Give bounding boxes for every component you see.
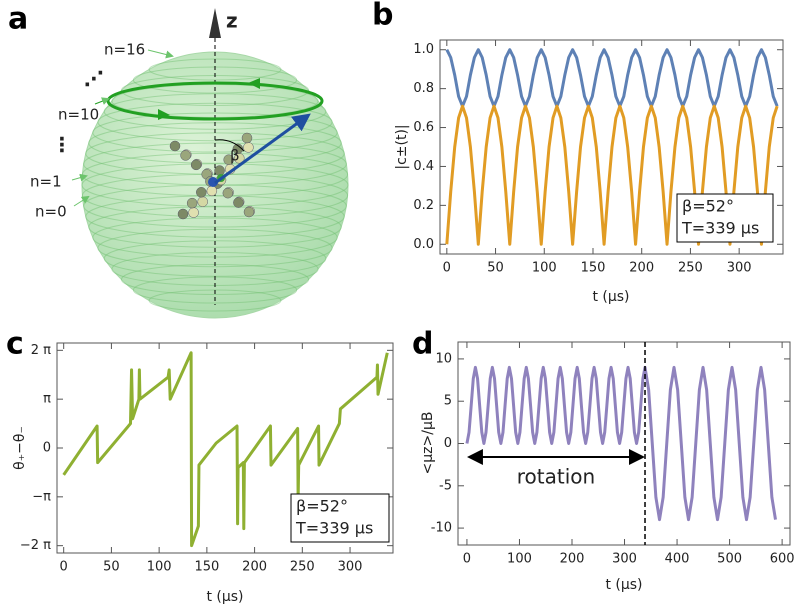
y-tick-label: 0.6	[413, 120, 434, 135]
x-tick-label: 150	[581, 261, 606, 276]
series-line	[445, 104, 779, 246]
x-axis-label: t (μs)	[605, 577, 642, 593]
level-arrow	[73, 195, 90, 207]
x-tick-label: 0	[60, 560, 68, 575]
y-axis-label: <μz>/μB	[420, 412, 436, 475]
atom	[177, 208, 189, 220]
y-tick-label: 2 π	[31, 343, 51, 358]
atom	[243, 142, 254, 153]
annotation: rotation	[517, 465, 595, 489]
panel-letter: c	[6, 327, 24, 362]
x-tick-label: 300	[338, 560, 363, 575]
x-tick-label: 100	[147, 560, 172, 575]
x-tick-label: 250	[290, 560, 315, 575]
level-arrow	[94, 97, 110, 105]
atom	[241, 132, 253, 144]
y-tick-label: 0	[43, 441, 51, 456]
level-label: n=16	[104, 41, 145, 59]
x-tick-label: 300	[727, 261, 752, 276]
atom	[196, 187, 207, 198]
level-label: n=10	[58, 106, 99, 124]
panel-letter: b	[372, 0, 393, 33]
atom	[214, 165, 225, 176]
z-label: z	[226, 9, 238, 33]
plot-frame	[439, 39, 784, 255]
panel-a: a z β n=16 n=10 n=1 n=0 ⋰ ⋮	[8, 2, 349, 319]
atom	[232, 143, 244, 155]
series-line	[445, 48, 779, 108]
atom	[208, 177, 218, 187]
atom	[243, 206, 255, 218]
y-tick-label: 10	[435, 351, 452, 366]
x-tick-label: 250	[678, 261, 703, 276]
panel-letter: d	[412, 327, 433, 362]
z-arrowhead	[209, 8, 221, 38]
molecule	[169, 132, 255, 220]
y-tick-label: 0.2	[413, 198, 434, 213]
y-tick-label: 5	[444, 394, 452, 409]
level-label: n=0	[35, 203, 67, 221]
y-tick-label: −2 π	[20, 538, 51, 553]
x-tick-label: 200	[242, 560, 267, 575]
y-tick-label: 0.4	[413, 159, 434, 174]
annotation: β=52°	[296, 497, 348, 516]
atom	[223, 154, 234, 165]
y-tick-label: 0.0	[413, 237, 434, 252]
level-arrow	[147, 49, 174, 59]
x-tick-label: 500	[717, 552, 742, 567]
atom	[186, 197, 198, 209]
atom	[190, 159, 202, 171]
atom	[188, 207, 199, 218]
atom	[206, 185, 218, 197]
y-tick-label: -10	[431, 521, 452, 536]
y-tick-label: −π	[32, 489, 51, 504]
atom	[180, 150, 191, 161]
atom	[222, 187, 234, 199]
ellipsis: ⋰	[84, 67, 104, 91]
y-tick-label: 1.0	[413, 42, 434, 57]
x-tick-label: 200	[629, 261, 654, 276]
x-tick-label: 150	[194, 560, 219, 575]
series-line	[465, 365, 777, 522]
x-tick-label: 400	[665, 552, 690, 567]
orbit-arrow	[158, 109, 170, 120]
x-tick-label: 50	[103, 560, 120, 575]
annotation-box	[676, 193, 774, 243]
y-tick-label: 0.8	[413, 81, 434, 96]
level-arrow	[71, 173, 88, 182]
annotation-box	[290, 493, 390, 543]
x-tick-label: 100	[532, 261, 557, 276]
x-tick-label: 0	[443, 261, 451, 276]
y-tick-label: π	[43, 392, 51, 407]
x-axis-label: t (μs)	[592, 289, 629, 305]
annotation: T=339 μs	[295, 519, 373, 538]
angle-label: β	[230, 147, 240, 165]
x-tick-label: 100	[507, 552, 532, 567]
atom	[233, 197, 244, 208]
y-axis-label: θ₊−θ₋	[12, 426, 28, 470]
x-tick-label: 0	[463, 552, 471, 567]
annotation: β=52°	[682, 197, 734, 216]
x-tick-label: 50	[487, 261, 504, 276]
x-tick-label: 200	[560, 552, 585, 567]
ellipsis: ⋮	[52, 133, 72, 157]
y-tick-label: -5	[439, 478, 452, 493]
atom	[197, 196, 208, 207]
x-tick-label: 300	[612, 552, 637, 567]
atom	[169, 140, 181, 152]
y-tick-label: 0	[444, 436, 452, 451]
y-axis-label: |c±(t)|	[394, 124, 410, 169]
angle-arc	[214, 139, 245, 152]
level-ring	[148, 289, 282, 312]
series-line	[62, 351, 389, 548]
panel-letter: a	[8, 2, 28, 37]
annotation: T=339 μs	[681, 219, 759, 238]
level-label: n=1	[30, 173, 62, 191]
moment-vector	[214, 113, 311, 185]
orbit-arrow	[248, 78, 260, 89]
x-tick-label: 600	[770, 552, 795, 567]
x-axis-label: t (μs)	[206, 589, 243, 605]
